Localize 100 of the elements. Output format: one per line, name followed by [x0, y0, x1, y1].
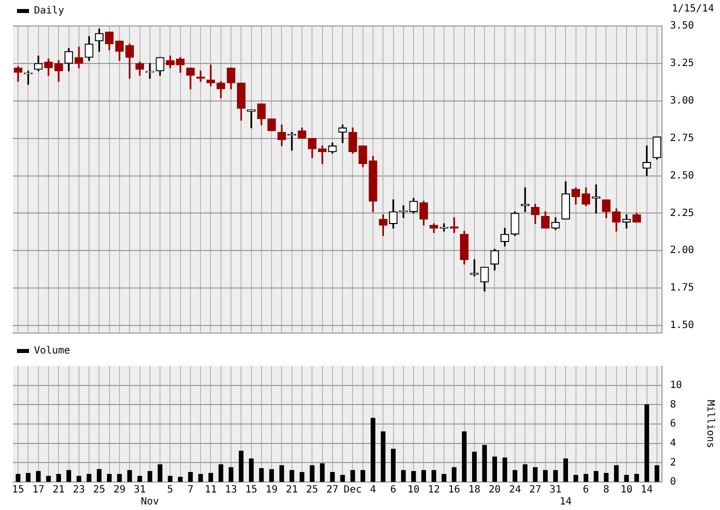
x-tick-label: 11 [204, 484, 217, 496]
bar [634, 474, 639, 482]
y-tick-label: 3.25 [670, 58, 694, 70]
bar [604, 472, 609, 482]
y-tick-label: 10 [670, 380, 682, 391]
x-tick-label: 29 [113, 484, 126, 496]
bar [411, 471, 416, 482]
bar [107, 474, 112, 482]
bar [502, 458, 508, 482]
bar [300, 472, 304, 482]
x-tick-label: 24 [508, 484, 521, 496]
y-tick-label: 4 [670, 438, 676, 449]
x-tick-label: 4 [370, 484, 376, 496]
bar [279, 465, 284, 482]
x-tick-label: 21 [286, 484, 298, 496]
bar [36, 471, 41, 482]
bar [320, 463, 325, 482]
bar [492, 456, 498, 482]
bar [614, 465, 619, 482]
bar [452, 467, 456, 482]
bar [178, 476, 183, 482]
bar [522, 464, 528, 482]
bar [462, 431, 467, 482]
bar [360, 470, 366, 482]
bar [238, 450, 244, 482]
bar [127, 470, 132, 482]
bar [86, 474, 92, 482]
bar [259, 468, 264, 482]
bar [421, 470, 426, 482]
x-tick-label: 10 [620, 484, 633, 496]
bar [228, 467, 234, 482]
bar [290, 470, 294, 482]
bar [624, 474, 629, 482]
bar [594, 471, 598, 482]
x-tick-label: 8 [603, 484, 610, 496]
x-tick-label: 27 [326, 484, 338, 496]
x-tick-label: 13 [225, 484, 238, 496]
bar [482, 444, 487, 482]
bar [340, 474, 345, 482]
bar [563, 458, 568, 482]
x-tick-label: 25 [93, 484, 106, 496]
bar [543, 470, 548, 482]
x-tick-label: 15 [245, 484, 258, 496]
bar [310, 465, 314, 482]
bar [96, 469, 102, 482]
bar [66, 470, 72, 482]
x-tick-label: 25 [306, 484, 318, 496]
bar [644, 404, 650, 482]
y-tick-label: 1.50 [670, 320, 694, 332]
bar [269, 469, 274, 482]
x-tick-label: Nov [140, 496, 159, 508]
x-tick-label: 18 [468, 484, 480, 496]
bar [117, 474, 122, 482]
bar [46, 476, 51, 482]
bar [198, 474, 203, 482]
legend-label: Daily [34, 6, 64, 17]
bar [218, 464, 224, 482]
y-tick-label: 2.75 [670, 132, 694, 144]
bar [56, 474, 61, 482]
bar [208, 472, 214, 482]
text: 1/15/14 [672, 4, 714, 15]
x-tick-label: 6 [390, 484, 396, 496]
bar [401, 470, 406, 482]
x-tick-label: 5 [167, 484, 174, 496]
bar [76, 476, 82, 482]
x-tick-label: 17 [32, 484, 44, 496]
bar [532, 467, 538, 482]
y-tick-label: 3.50 [670, 20, 694, 32]
x-tick-label: 19 [266, 484, 278, 496]
bar [330, 472, 335, 482]
bar [26, 472, 31, 482]
bar [168, 476, 173, 482]
x-tick-label: 7 [187, 484, 194, 496]
x-tick-label: 14 [640, 484, 653, 496]
x-tick-label: 20 [488, 484, 501, 496]
y-tick-label: 2.50 [670, 170, 694, 182]
bar [158, 464, 162, 482]
bar [573, 474, 578, 482]
y-tick-label: 3.00 [670, 95, 694, 106]
x-tick-label: 12 [428, 484, 440, 496]
y-tick-label: 2 [670, 457, 676, 468]
x-tick-label: Dec [344, 484, 362, 496]
x-tick-label: 31 [134, 484, 146, 496]
x-tick-label: 6 [582, 484, 589, 496]
x-tick-label: 10 [408, 484, 420, 496]
y-axis-title: Millions [704, 400, 716, 448]
y-tick-label: 8 [670, 399, 676, 410]
bar [432, 470, 436, 482]
bar [654, 465, 660, 482]
x-tick-label: 21 [52, 484, 65, 496]
y-tick-label: 1.75 [670, 282, 694, 294]
bar [512, 470, 518, 482]
bar [584, 474, 588, 482]
bar [380, 431, 386, 482]
x-tick-label: 14 [560, 496, 572, 508]
bar [553, 470, 558, 482]
bar [472, 452, 477, 482]
y-tick-label: 6 [670, 418, 676, 430]
legend-label: Volume [34, 346, 70, 357]
bar [188, 472, 193, 482]
